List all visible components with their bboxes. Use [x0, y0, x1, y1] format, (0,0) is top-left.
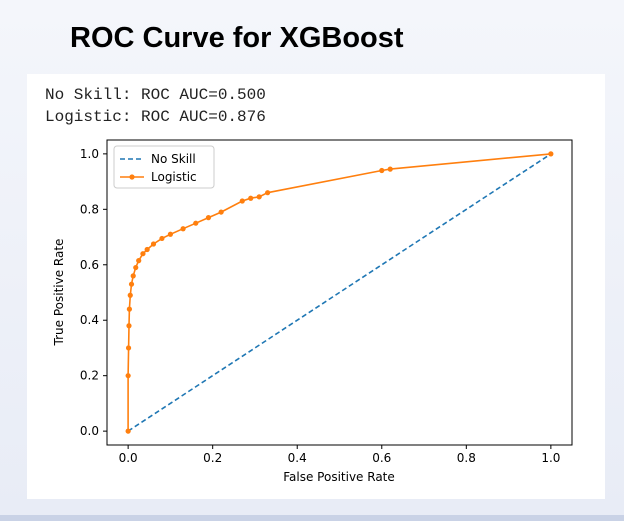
data-point — [548, 151, 554, 157]
roc-chart: 0.0 0.2 0.4 0.6 0.8 1.0 0.0 0.2 0.4 0.6 0.8 1.0 No … — [52, 139, 573, 484]
data-point — [128, 281, 135, 287]
y-tick-label: 0.4 — [80, 313, 99, 327]
notebook-output-panel: No Skill: ROC AUC=0.500 Logistic: ROC AU… — [27, 74, 605, 499]
data-point — [218, 209, 224, 215]
y-axis-label: True Positive Rate — [52, 239, 66, 347]
data-point — [150, 241, 157, 247]
bottom-bar — [0, 515, 624, 521]
data-point — [144, 246, 150, 253]
series-layer — [125, 151, 554, 434]
data-point — [159, 235, 165, 242]
data-point — [239, 198, 245, 204]
x-tick-label: 0.8 — [457, 451, 476, 465]
data-point — [193, 220, 199, 226]
slide-title: ROC Curve for XGBoost — [70, 22, 404, 54]
data-point — [125, 428, 131, 434]
data-point — [125, 345, 132, 351]
data-point — [248, 195, 254, 201]
data-point — [167, 231, 174, 237]
data-point — [256, 194, 262, 200]
y-tick-label: 0.6 — [80, 258, 99, 272]
data-point — [180, 226, 186, 232]
x-tick-label: 0.4 — [288, 451, 307, 465]
logistic-auc-text: Logistic: ROC AUC=0.876 — [45, 108, 266, 126]
data-point — [133, 264, 139, 271]
series-line-no-skill — [127, 153, 552, 432]
data-point — [387, 166, 393, 172]
y-tick-label: 0.0 — [80, 424, 99, 438]
data-point — [126, 306, 133, 312]
axis-ticks: 0.0 0.2 0.4 0.6 0.8 1.0 0.0 0.2 0.4 0.6 0.8 1.0 — [80, 147, 561, 465]
y-tick-label: 0.8 — [80, 202, 99, 216]
data-point — [140, 251, 146, 257]
legend-label: Logistic — [151, 170, 197, 184]
no-skill-auc-text: No Skill: ROC AUC=0.500 — [45, 86, 266, 104]
data-point — [205, 215, 212, 221]
x-tick-label: 0.0 — [119, 451, 138, 465]
y-tick-label: 0.2 — [80, 369, 99, 383]
legend: No Skill Logistic — [113, 145, 215, 189]
x-tick-label: 1.0 — [541, 451, 560, 465]
data-point — [136, 258, 142, 264]
data-point — [127, 292, 133, 298]
x-tick-label: 0.6 — [372, 451, 391, 465]
data-point — [130, 273, 136, 279]
y-tick-label: 1.0 — [80, 147, 99, 161]
data-point — [379, 167, 385, 174]
data-point — [265, 190, 271, 196]
legend-label: No Skill — [151, 152, 196, 166]
x-axis-label: False Positive Rate — [283, 470, 395, 484]
legend-marker — [129, 174, 135, 180]
x-tick-label: 0.2 — [203, 451, 222, 465]
data-point — [126, 323, 132, 329]
data-point — [125, 373, 131, 379]
